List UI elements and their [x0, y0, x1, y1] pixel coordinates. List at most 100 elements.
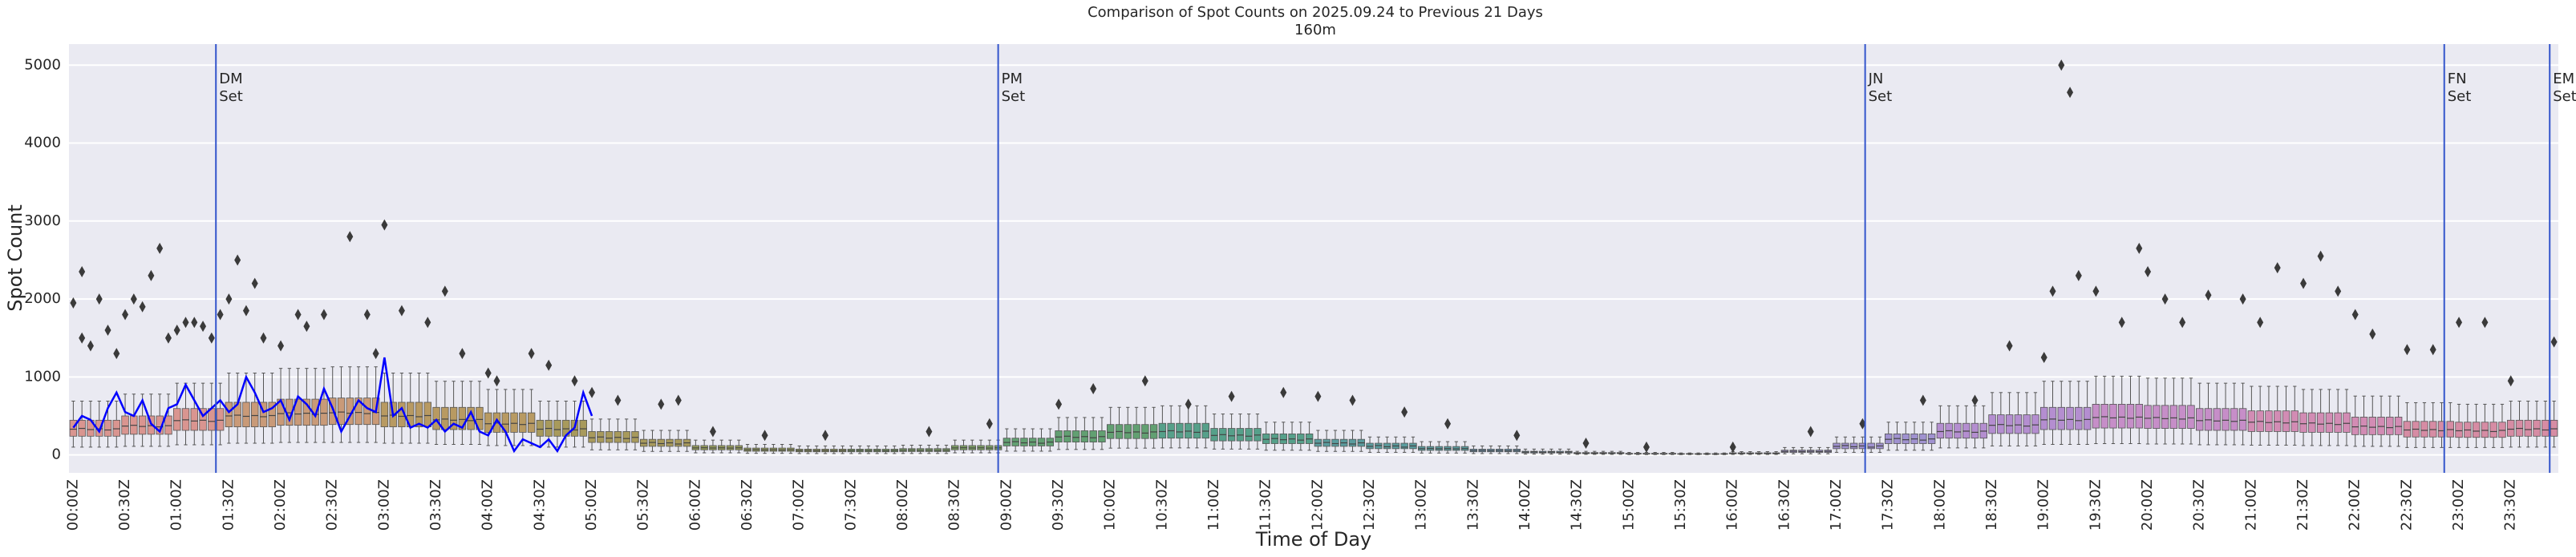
box: [1055, 430, 1063, 442]
outlier: [398, 305, 405, 317]
outlier: [2092, 285, 2100, 297]
box: [536, 419, 545, 437]
outlier: [459, 348, 466, 360]
outlier: [1349, 394, 1356, 406]
outlier: [1228, 390, 1235, 402]
box: [2126, 403, 2135, 429]
x-tick-label: 14:00Z: [1517, 479, 1533, 531]
box: [2420, 421, 2428, 438]
outlier: [372, 348, 379, 360]
outlier: [1919, 394, 1926, 406]
box: [622, 431, 630, 443]
y-tick-label: 0: [52, 446, 61, 463]
box: [2343, 412, 2351, 433]
x-tick-label: 01:30Z: [220, 479, 237, 531]
x-tick-label: 13:30Z: [1464, 479, 1481, 531]
box: [164, 415, 172, 435]
box: [2265, 410, 2273, 432]
box: [225, 402, 233, 428]
outlier: [1090, 382, 1097, 394]
outlier: [2205, 289, 2212, 301]
x-tick-label: 05:00Z: [583, 479, 600, 531]
box: [2316, 412, 2325, 433]
box: [423, 402, 431, 428]
box: [2247, 410, 2256, 432]
box: [1141, 424, 1149, 439]
outlier: [2179, 317, 2186, 329]
box: [2282, 410, 2290, 432]
outlier: [113, 348, 120, 360]
x-tick-label: 19:30Z: [2087, 479, 2104, 531]
box: [354, 398, 363, 426]
x-tick-label: 09:00Z: [998, 479, 1015, 531]
outlier: [2257, 317, 2264, 329]
event-label: Set: [2553, 88, 2576, 105]
outlier: [1444, 418, 1452, 430]
outlier: [1582, 438, 1590, 450]
box: [2118, 403, 2126, 429]
box: [199, 408, 207, 431]
y-tick-label: 4000: [24, 135, 61, 151]
x-tick-label: 22:00Z: [2347, 479, 2363, 531]
x-tick-label: 03:30Z: [427, 479, 444, 531]
box: [2455, 422, 2463, 438]
box: [1331, 438, 1339, 447]
x-tick-label: 00:30Z: [116, 479, 133, 531]
box: [1902, 433, 1910, 444]
box: [2014, 414, 2023, 434]
outlier: [2067, 87, 2074, 99]
box: [510, 412, 518, 433]
box: [441, 406, 449, 430]
y-tick-label: 3000: [24, 212, 61, 229]
box: [1089, 430, 1097, 442]
outlier: [2006, 340, 2013, 352]
outlier: [2145, 266, 2152, 278]
x-tick-label: 17:30Z: [1880, 479, 1897, 531]
box: [2334, 412, 2342, 433]
outlier: [571, 375, 578, 387]
box: [553, 419, 561, 437]
box: [2023, 414, 2031, 434]
outlier: [1971, 394, 1979, 406]
x-tick-label: 20:30Z: [2191, 479, 2208, 531]
outlier: [225, 293, 233, 305]
outlier: [925, 426, 933, 438]
box: [2403, 421, 2412, 438]
outlier: [148, 269, 155, 281]
x-tick-label: 16:30Z: [1776, 479, 1792, 531]
box: [1279, 433, 1287, 444]
outlier: [303, 321, 310, 333]
x-tick-label: 12:00Z: [1309, 479, 1326, 531]
outlier: [260, 332, 267, 344]
box: [2100, 403, 2108, 429]
outlier: [2075, 269, 2082, 281]
x-tick-label: 07:00Z: [791, 479, 808, 531]
x-tick-label: 06:00Z: [687, 479, 703, 531]
x-tick-label: 11:30Z: [1258, 479, 1274, 531]
x-tick-label: 07:30Z: [842, 479, 859, 531]
box: [147, 415, 156, 435]
box: [1020, 438, 1028, 446]
outlier: [2507, 375, 2514, 387]
x-tick-label: 19:00Z: [2035, 479, 2052, 531]
x-tick-label: 04:00Z: [480, 479, 496, 531]
x-tick-label: 17:00Z: [1828, 479, 1845, 531]
box: [2040, 406, 2048, 430]
x-tick-label: 13:00Z: [1413, 479, 1430, 531]
box: [2230, 408, 2238, 431]
box: [2031, 414, 2039, 434]
outlier: [182, 317, 189, 329]
box: [1970, 422, 1979, 439]
outlier: [2369, 328, 2376, 340]
box: [1037, 438, 1046, 446]
box: [2153, 405, 2161, 429]
box: [2109, 403, 2117, 429]
box: [1954, 422, 1962, 439]
box: [2161, 405, 2169, 429]
box: [2386, 417, 2394, 435]
x-tick-label: 14:30Z: [1569, 479, 1586, 531]
box: [2437, 421, 2446, 438]
box: [2274, 410, 2282, 432]
outlier: [277, 340, 285, 352]
outlier: [709, 426, 716, 438]
